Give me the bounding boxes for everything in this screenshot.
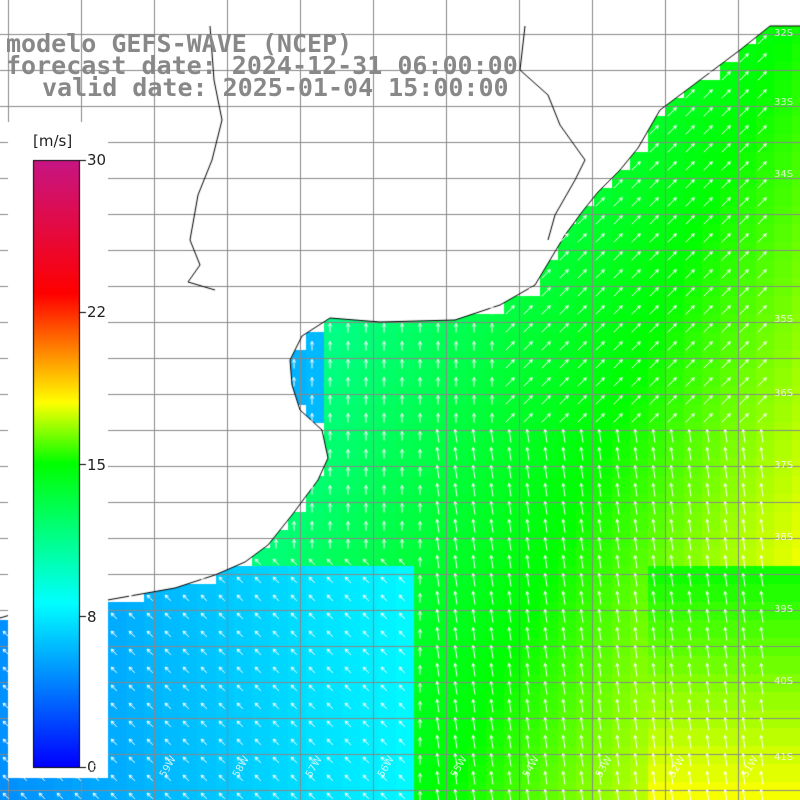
colorbar-tick-8: 8 [87, 608, 97, 626]
colorbar-tick-30: 30 [87, 151, 107, 169]
lat-label-37s: 37S [774, 460, 794, 471]
valid-date: valid date: 2025-01-04 15:00:00 [42, 73, 509, 102]
lat-label-36s: 36S [774, 388, 794, 399]
lat-label-32s: 32S [774, 28, 794, 39]
lat-label-39s: 39S [774, 604, 794, 615]
forecast-date: forecast date: 2024-12-31 06:00:00 [6, 51, 518, 80]
lat-label-35s: 35S [774, 314, 794, 325]
lat-label-34s: 34S [774, 169, 794, 180]
lat-label-40s: 40S [774, 676, 794, 687]
colorbar-unit-label: [m/s] [33, 132, 73, 150]
model-title: modelo GEFS-WAVE (NCEP) [6, 29, 353, 58]
colorbar-tick-15: 15 [87, 456, 107, 474]
lat-label-33s: 33S [774, 97, 794, 108]
lat-label-38s: 38S [774, 532, 794, 543]
colorbar-tick-22: 22 [87, 303, 107, 321]
colorbar-tick-0: 0 [87, 758, 97, 776]
lat-label-41s: 41S [774, 752, 794, 763]
